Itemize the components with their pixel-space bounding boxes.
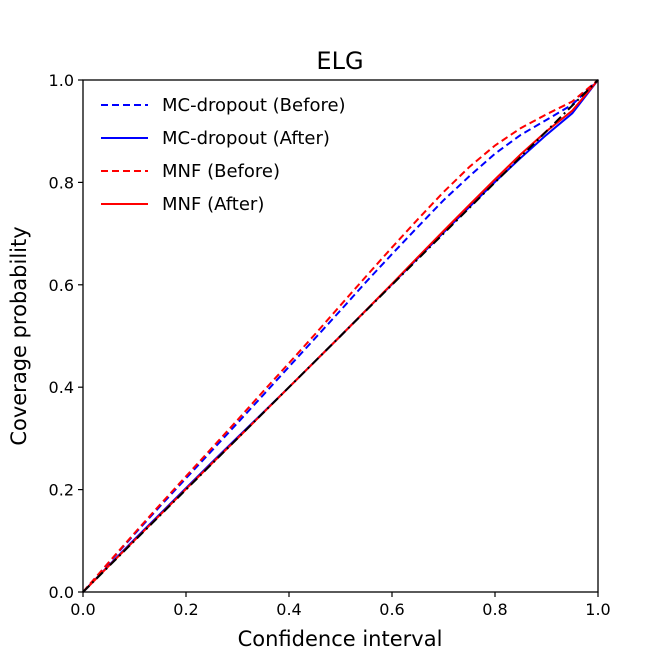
identity-reference-line <box>82 79 599 593</box>
plot-area <box>82 79 599 593</box>
x-tick-label: 0.8 <box>482 600 507 619</box>
y-axis: 0.0 0.2 0.4 0.6 0.8 1.0 <box>49 71 83 602</box>
x-tick-label: 0.2 <box>173 600 198 619</box>
x-tick-label: 0.6 <box>379 600 404 619</box>
legend-label-1: MC-dropout (Before) <box>162 95 346 116</box>
x-tick-label: 0.4 <box>276 600 301 619</box>
legend-label-2: MC-dropout (After) <box>162 128 330 149</box>
x-tick-label: 1.0 <box>585 600 610 619</box>
x-axis-label: Confidence interval <box>238 627 443 651</box>
legend-label-3: MNF (Before) <box>162 161 280 182</box>
x-tick-label: 0.0 <box>70 600 95 619</box>
y-tick-label: 0.8 <box>49 173 74 192</box>
x-axis: 0.0 0.2 0.4 0.6 0.8 1.0 <box>70 592 611 619</box>
y-tick-label: 0.0 <box>49 583 74 602</box>
y-tick-label: 1.0 <box>49 71 74 90</box>
y-tick-label: 0.2 <box>49 481 74 500</box>
y-tick-label: 0.4 <box>49 378 74 397</box>
chart-title: ELG <box>316 47 363 75</box>
y-tick-label: 0.6 <box>49 276 74 295</box>
y-axis-label: Coverage probability <box>7 226 31 445</box>
legend-label-4: MNF (After) <box>162 194 264 215</box>
series-line-3 <box>82 79 599 593</box>
legend: MC-dropout (Before) MC-dropout (After) MNF… <box>101 95 346 215</box>
plot-frame <box>82 79 599 593</box>
